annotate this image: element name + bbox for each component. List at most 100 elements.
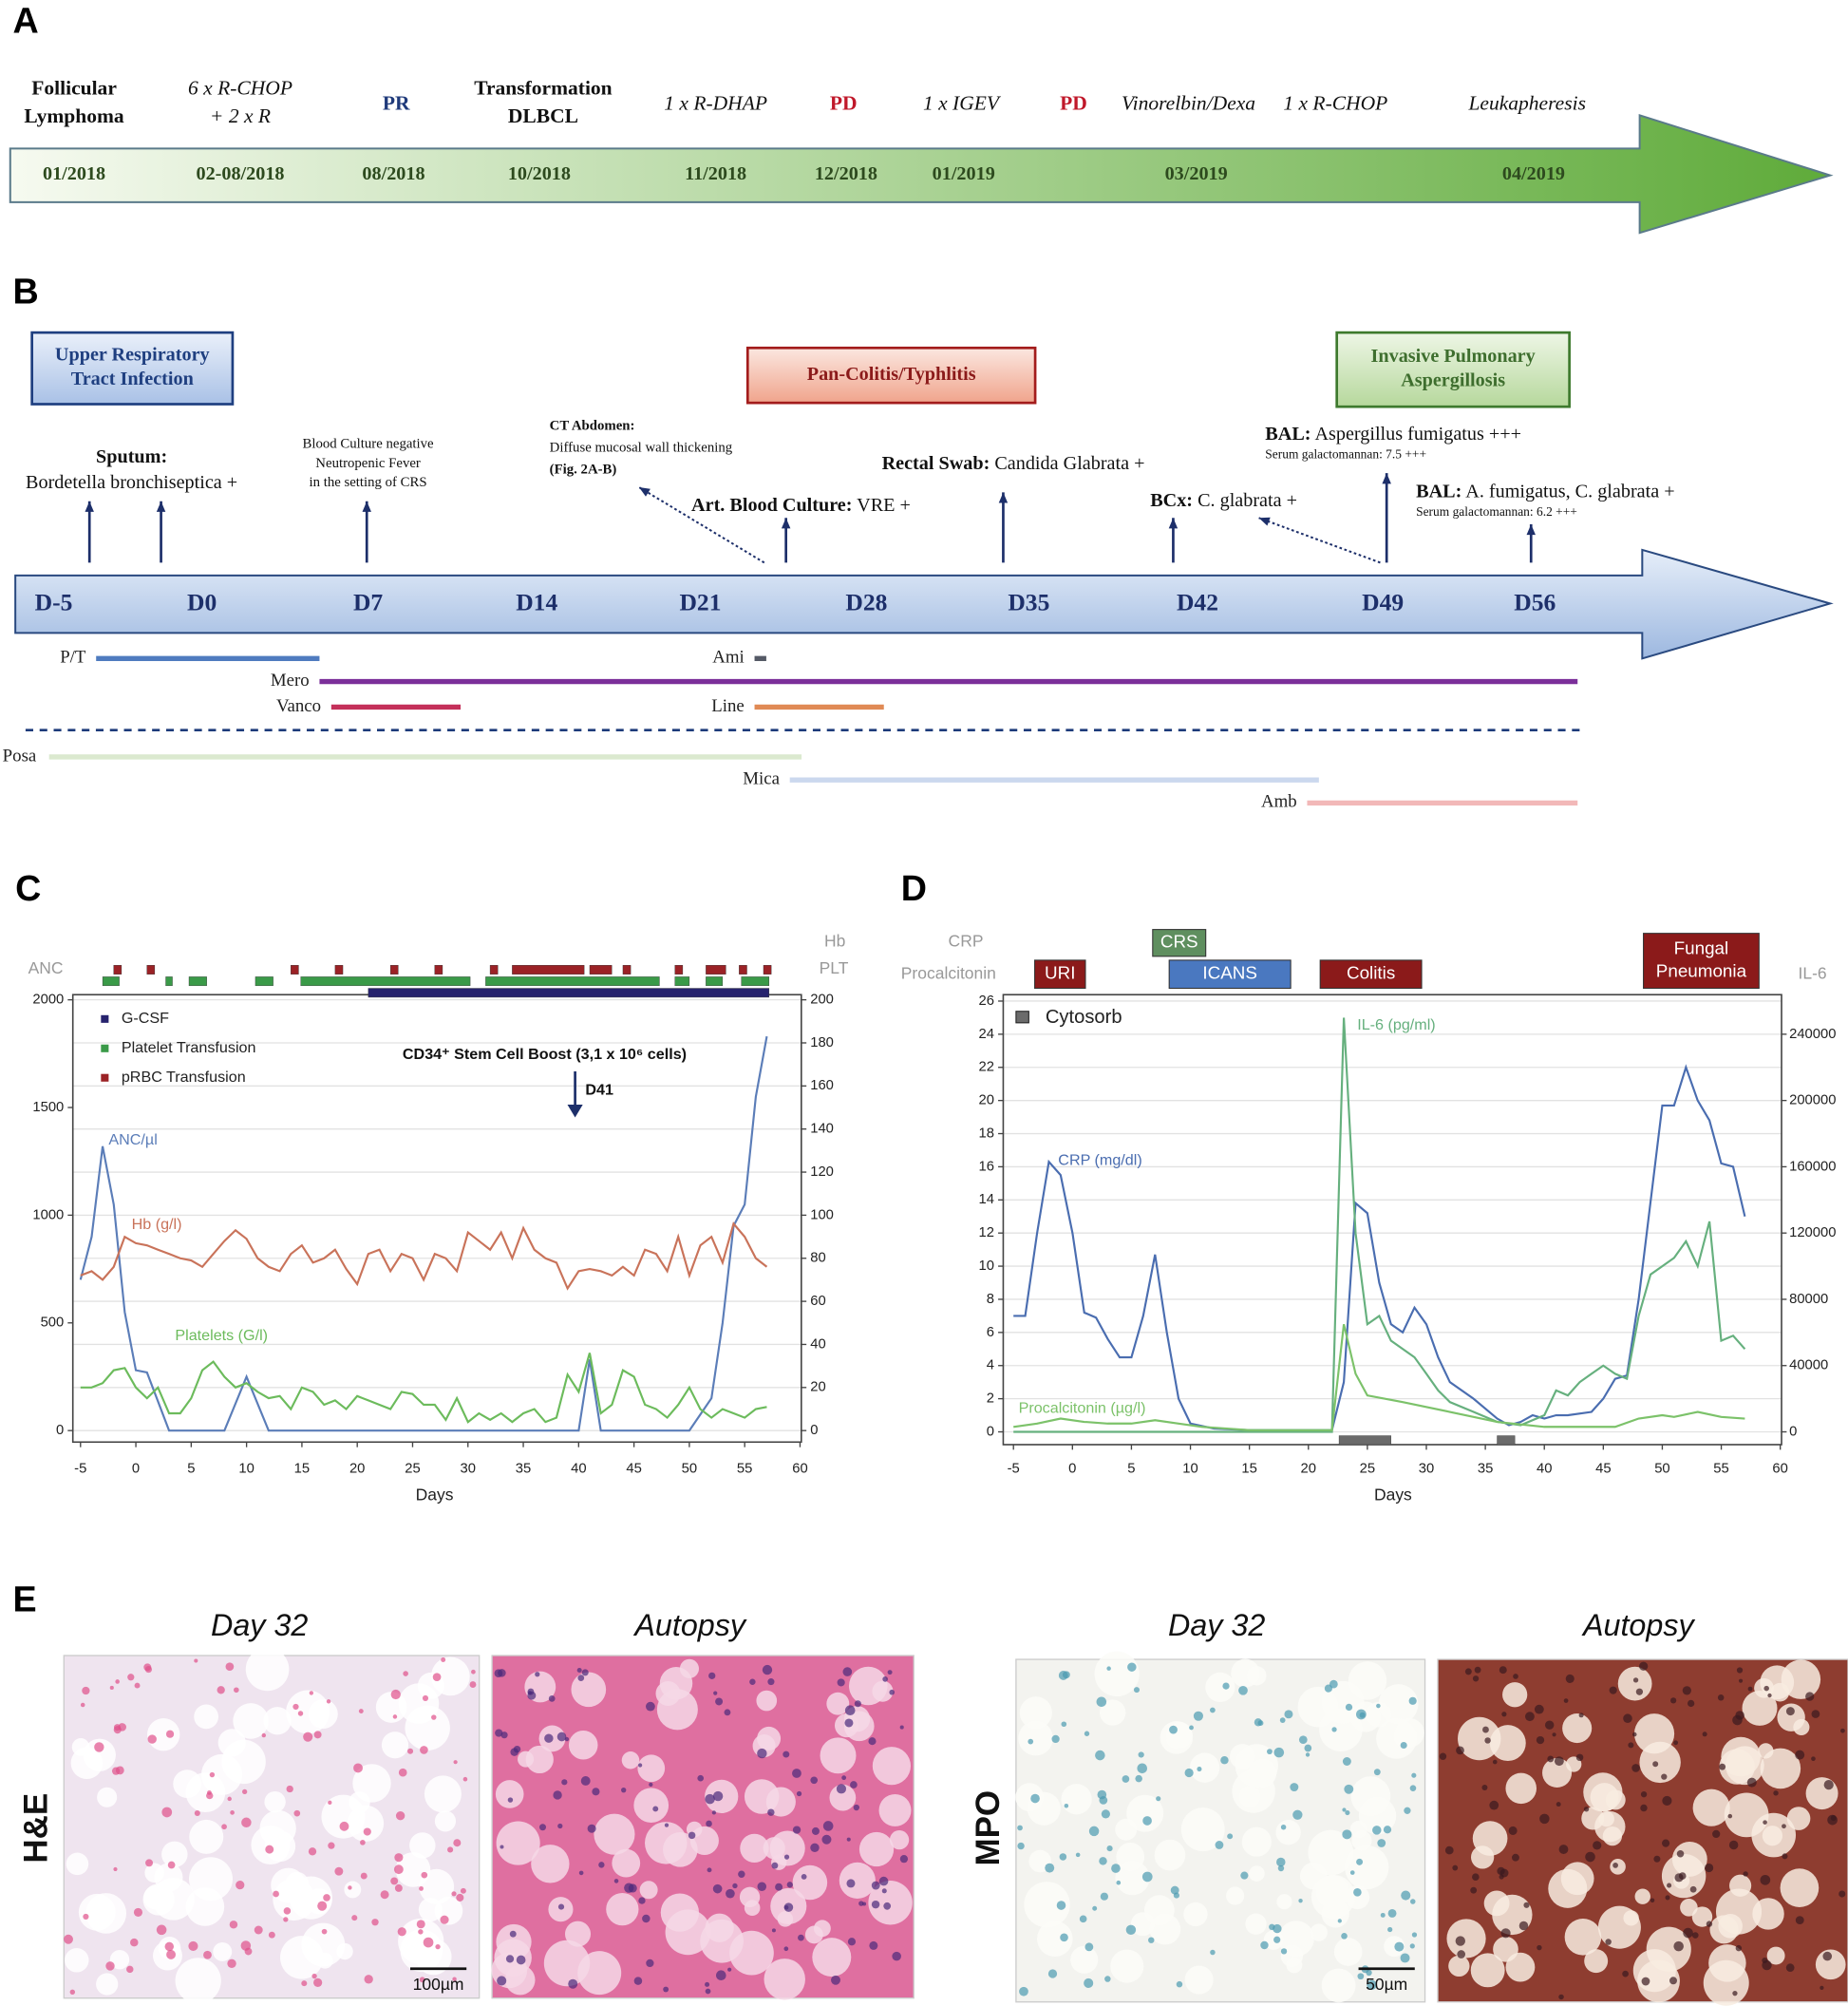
cell-texture bbox=[1342, 1829, 1352, 1840]
cell-texture bbox=[1376, 1703, 1381, 1709]
x-tick-label: 35 bbox=[516, 1461, 531, 1476]
cell-texture bbox=[1785, 1707, 1795, 1716]
day-label: D56 bbox=[1514, 589, 1556, 616]
cell-texture bbox=[309, 1691, 314, 1695]
cell-texture bbox=[265, 1845, 274, 1854]
cell-texture bbox=[1331, 1727, 1337, 1732]
cell-texture bbox=[397, 1927, 406, 1937]
cell-texture bbox=[844, 1718, 854, 1728]
annotation-bold: BAL: bbox=[1265, 423, 1311, 444]
cell-texture bbox=[194, 1658, 198, 1663]
event-label: Lymphoma bbox=[24, 104, 123, 127]
panel-label: A bbox=[12, 0, 38, 40]
y-tick-label: 6 bbox=[987, 1325, 994, 1340]
cell-texture bbox=[1387, 1909, 1397, 1918]
cell-texture bbox=[1631, 1764, 1640, 1772]
cell-texture bbox=[765, 1787, 796, 1817]
y-tick-label: 4 bbox=[987, 1358, 994, 1373]
cell-texture bbox=[594, 1813, 635, 1855]
cell-texture bbox=[1484, 1737, 1491, 1744]
cell-texture bbox=[1811, 1756, 1816, 1762]
cell-texture bbox=[1822, 1951, 1833, 1961]
cell-texture bbox=[646, 1959, 654, 1968]
cell-texture bbox=[708, 1672, 716, 1679]
cell-texture bbox=[268, 1931, 275, 1939]
interval-bar bbox=[706, 965, 726, 975]
cell-texture bbox=[351, 1915, 358, 1921]
cell-texture bbox=[1760, 1874, 1771, 1885]
cell-texture bbox=[1280, 1948, 1288, 1955]
y-tick-label: 26 bbox=[979, 994, 994, 1009]
date-label: 10/2018 bbox=[508, 163, 571, 184]
cell-texture bbox=[1180, 1807, 1225, 1852]
cell-texture bbox=[1820, 1985, 1824, 1991]
cell-texture bbox=[1395, 1718, 1424, 1748]
cell-texture bbox=[638, 1897, 646, 1904]
cell-texture bbox=[431, 1714, 437, 1720]
cell-texture bbox=[878, 1793, 912, 1826]
annotation: Art. Blood Culture: VRE + bbox=[691, 495, 911, 516]
cell-texture bbox=[1670, 1697, 1677, 1704]
x-tick-label: 40 bbox=[1537, 1461, 1552, 1476]
cell-texture bbox=[130, 1938, 139, 1947]
cell-texture bbox=[360, 1872, 368, 1880]
cell-texture bbox=[286, 1785, 293, 1793]
cell-texture bbox=[328, 1842, 335, 1849]
cell-texture bbox=[1634, 1888, 1650, 1904]
x-tick-label: 30 bbox=[1419, 1461, 1434, 1476]
cell-texture bbox=[1446, 1919, 1486, 1959]
cell-texture bbox=[283, 1917, 289, 1922]
cell-texture bbox=[1513, 1674, 1518, 1679]
cell-texture bbox=[1310, 1923, 1328, 1941]
cell-texture bbox=[245, 1647, 290, 1692]
cell-texture bbox=[836, 1784, 847, 1794]
timeline-arrow bbox=[14, 548, 1834, 660]
cell-texture bbox=[688, 1831, 696, 1840]
cell-texture bbox=[871, 1900, 880, 1909]
cell-texture bbox=[786, 1882, 793, 1888]
annotation-text: Neutropenic Fever bbox=[315, 456, 421, 471]
series-line bbox=[79, 1035, 768, 1432]
annotation-text: VRE + bbox=[852, 495, 910, 516]
cell-texture bbox=[217, 1686, 225, 1694]
cell-texture bbox=[1505, 1952, 1536, 1982]
cell-texture bbox=[1122, 1775, 1130, 1783]
cell-texture bbox=[189, 1819, 224, 1854]
cell-texture bbox=[660, 1893, 700, 1932]
y-tick-label: 8 bbox=[987, 1292, 994, 1307]
x-tick-label: 45 bbox=[1595, 1461, 1611, 1476]
cell-texture bbox=[405, 1705, 450, 1751]
x-axis-title: Days bbox=[416, 1485, 454, 1504]
y2-tick-label: 140 bbox=[810, 1122, 834, 1137]
cell-texture bbox=[415, 1939, 452, 1976]
cell-texture bbox=[810, 1776, 819, 1785]
cell-texture bbox=[424, 1775, 462, 1813]
cell-texture bbox=[1640, 1804, 1648, 1812]
cell-texture bbox=[564, 1921, 592, 1947]
cell-texture bbox=[334, 1866, 344, 1876]
cell-texture bbox=[1344, 1784, 1354, 1794]
cell-texture bbox=[1727, 1813, 1733, 1819]
cell-texture bbox=[1088, 1826, 1100, 1837]
cell-texture bbox=[1623, 1910, 1639, 1926]
cell-texture bbox=[398, 1768, 407, 1777]
cell-texture bbox=[844, 1705, 856, 1716]
cell-texture bbox=[244, 1947, 253, 1956]
cell-texture bbox=[303, 1732, 313, 1742]
cell-texture bbox=[1342, 1757, 1351, 1766]
cell-texture bbox=[1227, 1833, 1234, 1840]
cell-texture bbox=[1682, 1686, 1691, 1695]
cell-texture bbox=[1489, 1725, 1526, 1762]
cell-texture bbox=[432, 1673, 442, 1682]
cell-texture bbox=[762, 1664, 773, 1675]
interval-bar bbox=[622, 965, 632, 975]
y2-axis-title: PLT bbox=[820, 958, 849, 977]
cell-texture bbox=[679, 1658, 699, 1678]
scale-label: 100µm bbox=[413, 1975, 464, 1994]
cell-texture bbox=[1084, 1942, 1094, 1952]
cell-texture bbox=[792, 1864, 828, 1901]
cell-texture bbox=[147, 1734, 157, 1744]
cell-texture bbox=[1286, 1957, 1303, 1974]
cell-texture bbox=[1500, 1928, 1511, 1939]
cell-texture bbox=[323, 1894, 330, 1902]
